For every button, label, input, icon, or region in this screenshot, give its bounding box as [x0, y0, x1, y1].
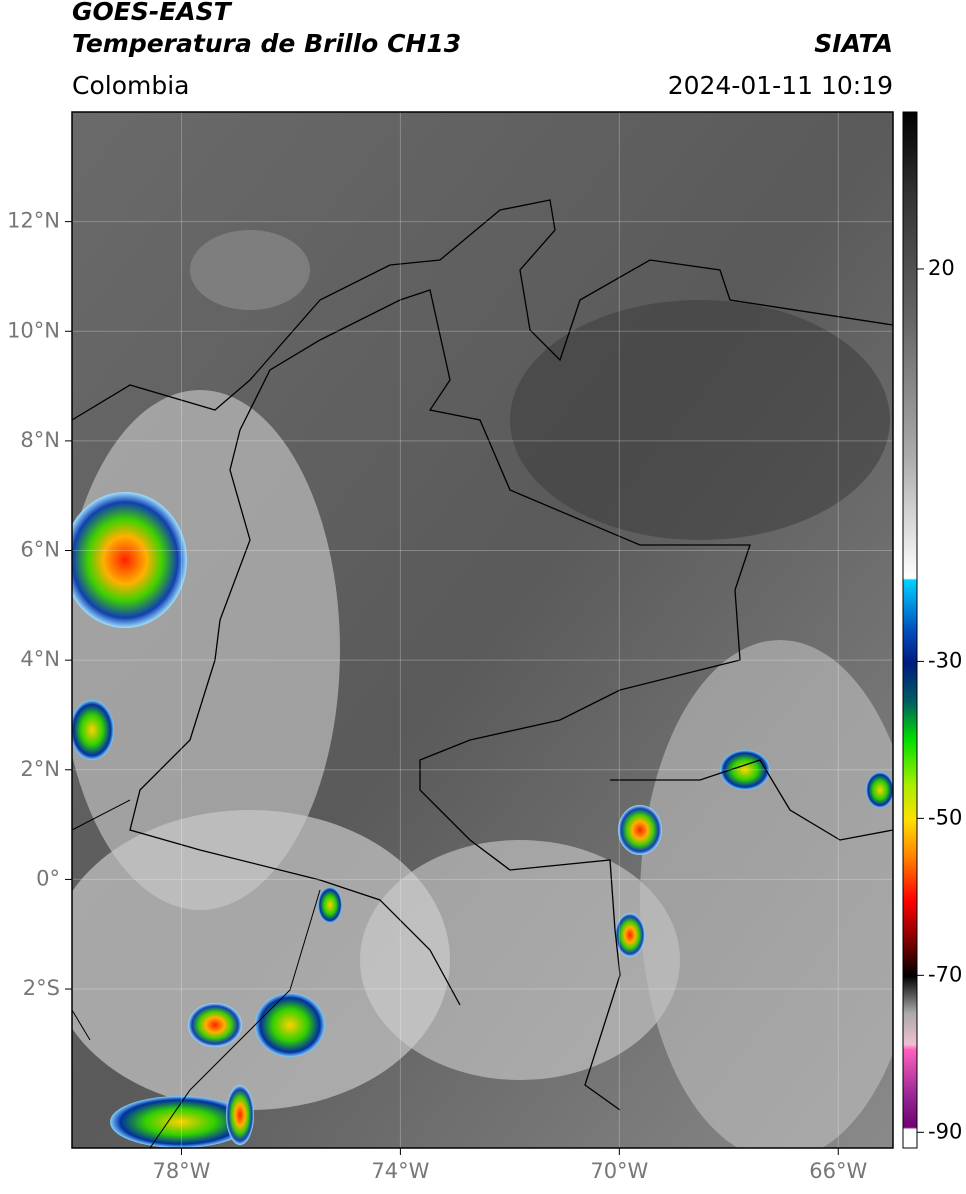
x-tick-label: 78°W — [152, 1159, 210, 1183]
storm — [110, 1096, 250, 1148]
y-tick-label: 12°N — [7, 209, 60, 233]
x-tick-label: 74°W — [371, 1159, 429, 1183]
storm — [72, 700, 114, 760]
y-tick-label: 2°S — [23, 976, 60, 1000]
coastline — [72, 199, 893, 421]
storm — [720, 750, 770, 790]
cloud — [190, 230, 310, 310]
y-tick-label: 8°N — [20, 428, 60, 452]
grid — [72, 112, 893, 1148]
colorbar-tick-label: -70 — [928, 962, 962, 986]
colorbar-tick-label: 20 — [928, 256, 955, 280]
colorbar-tick-label: -50 — [928, 805, 962, 829]
storm — [618, 805, 662, 855]
storm — [188, 1003, 242, 1047]
border — [239, 289, 751, 1111]
colorbar-tick-label: -90 — [928, 1119, 962, 1143]
storm — [615, 913, 645, 957]
cloud — [72, 810, 450, 1110]
y-tick-label: 10°N — [7, 318, 60, 342]
storm — [318, 887, 342, 923]
storm — [72, 492, 187, 628]
title: GOES-EAST — [72, 0, 233, 26]
cloud — [640, 640, 893, 1148]
cloud — [360, 840, 680, 1080]
dry-area — [510, 300, 890, 540]
storm — [866, 772, 893, 808]
map-frame — [71, 111, 894, 1149]
border — [72, 799, 321, 1148]
storm — [255, 993, 325, 1057]
datetime: 2024-01-11 10:19 — [668, 71, 893, 100]
y-tick-label: 6°N — [20, 538, 60, 562]
source: SIATA — [814, 29, 893, 58]
storm — [226, 1085, 254, 1145]
x-tick-label: 66°W — [809, 1159, 867, 1183]
border — [129, 429, 461, 1006]
border — [610, 759, 893, 841]
region: Colombia — [72, 71, 189, 100]
x-tick-label: 70°W — [590, 1159, 648, 1183]
colorbar — [902, 111, 918, 1149]
y-tick-label: 0° — [36, 866, 60, 890]
satellite-image — [72, 112, 893, 1148]
colorbar-tick-label: -30 — [928, 648, 962, 672]
y-tick-label: 4°N — [20, 647, 60, 671]
subtitle: Temperatura de Brillo CH13 — [72, 29, 461, 58]
y-tick-label: 2°N — [20, 757, 60, 781]
